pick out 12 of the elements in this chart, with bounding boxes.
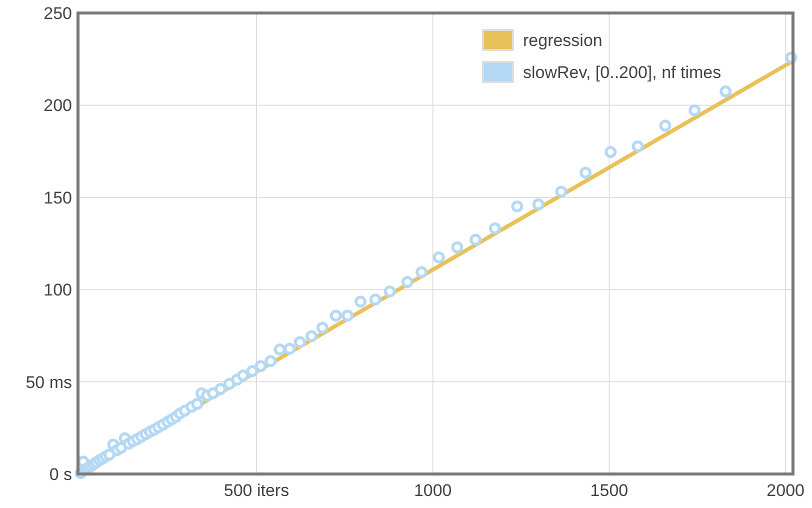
legend-label: regression (523, 31, 602, 50)
y-tick-label: 250 (44, 4, 72, 23)
y-tick-label: 100 (44, 280, 72, 300)
x-tick-label: 1000 (414, 481, 452, 500)
x-tick-label: 2000 (766, 481, 805, 500)
y-tick-label: 0 s (49, 465, 72, 484)
x-tick-label: 1500 (590, 481, 628, 500)
y-tick-label: 50 ms (26, 372, 72, 392)
legend-label: slowRev, [0..200], nf times (523, 63, 722, 82)
y-tick-label: 150 (44, 188, 72, 208)
x-tick-label: 500 iters (224, 481, 290, 500)
y-tick-label: 200 (44, 96, 72, 116)
